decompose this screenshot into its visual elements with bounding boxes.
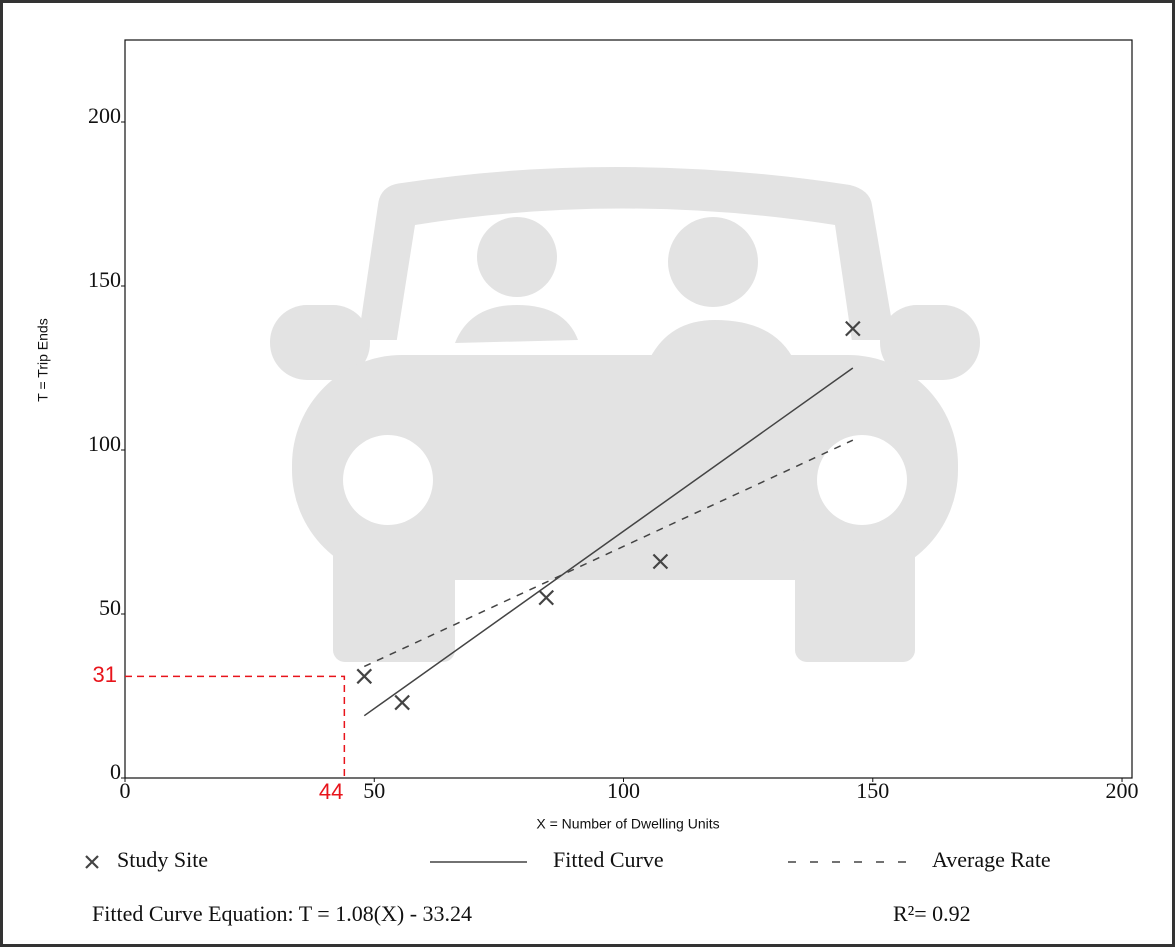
reference-x-label: 44 — [319, 779, 343, 804]
x-tick-label: 0 — [120, 778, 131, 803]
y-tick-label: 50 — [99, 595, 121, 620]
y-tick-label: 150 — [88, 267, 121, 292]
data-point — [652, 553, 669, 570]
equation: Fitted Curve Equation: T = 1.08(X) - 33.… — [92, 901, 472, 926]
plot-frame — [124, 39, 1133, 779]
legend-symbol — [85, 855, 99, 869]
series-line — [363, 367, 854, 717]
car-watermark — [270, 166, 980, 662]
legend-label: Fitted Curve — [553, 847, 664, 872]
y-tick-label: 100 — [88, 431, 121, 456]
y-tick-label: 0 — [110, 759, 121, 784]
reference-y-label: 31 — [93, 662, 117, 687]
y-tick-label: 200 — [88, 103, 121, 128]
legend-label: Study Site — [117, 847, 208, 872]
x-tick-label: 50 — [363, 778, 385, 803]
x-tick-label: 100 — [607, 778, 640, 803]
x-tick-label: 150 — [856, 778, 889, 803]
data-point — [538, 589, 555, 606]
x-axis-title: X = Number of Dwelling Units — [536, 816, 719, 832]
data-point — [845, 320, 861, 337]
reference-line — [125, 675, 346, 778]
series-line — [363, 439, 854, 668]
r-squared: R²= 0.92 — [893, 901, 971, 926]
legend-label: Average Rate — [932, 847, 1051, 872]
data-point — [394, 694, 410, 711]
y-axis-title: T = Trip Ends — [35, 318, 51, 401]
data-point — [356, 668, 373, 685]
x-tick-label: 200 — [1106, 778, 1139, 803]
